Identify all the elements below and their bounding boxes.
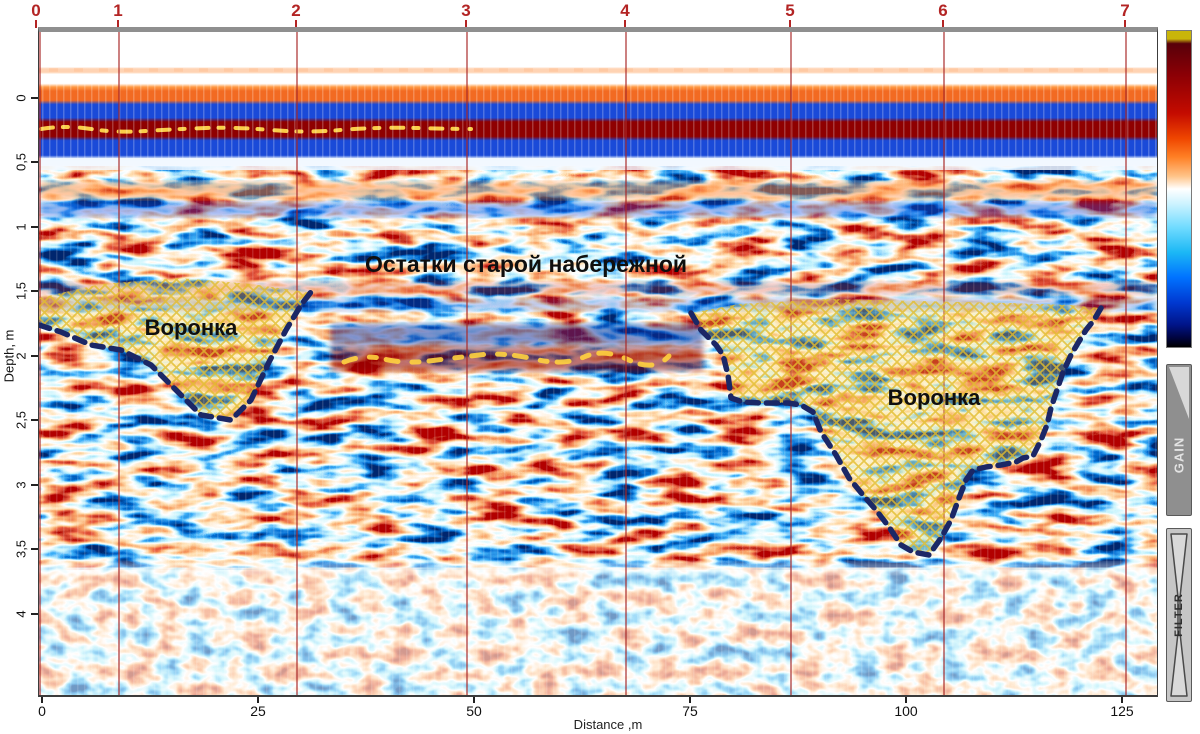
gain-wedge-icon: [1169, 367, 1189, 419]
depth-tick-label: 1,5: [13, 281, 29, 301]
depth-tick-label: 3: [13, 481, 29, 489]
distance-tick-label: 125: [1110, 703, 1134, 719]
top-marker-label: 4: [620, 1, 630, 20]
filter-label: FILTER: [1173, 593, 1185, 637]
filter-hourglass-icon: [1170, 533, 1188, 697]
distance-tick-mark: [689, 697, 691, 703]
distance-tick-label: 0: [38, 703, 46, 719]
distance-tick-label: 75: [682, 703, 698, 719]
top-marker-label: 2: [291, 1, 301, 20]
radargram-canvas: Остатки старой набережной Воронка Воронк…: [39, 32, 1157, 695]
depth-tick-label: 4: [13, 610, 29, 618]
distance-tick-mark: [473, 697, 475, 703]
depth-tick-label: 2: [13, 352, 29, 360]
depth-tick-mark: [31, 419, 38, 421]
top-marker-label: 0: [31, 1, 41, 20]
amplitude-colorbar: [1166, 30, 1192, 348]
top-marker-tick-mark: [789, 20, 791, 28]
distance-tick-mark: [41, 697, 43, 703]
depth-tick-mark: [31, 161, 38, 163]
depth-tick-mark: [31, 97, 38, 99]
distance-tick-label: 100: [894, 703, 918, 719]
depth-tick-mark: [31, 613, 38, 615]
top-marker-tick-mark: [35, 20, 37, 28]
distance-axis-label: Distance ,m: [573, 717, 643, 732]
distance-tick-label: 25: [250, 703, 266, 719]
depth-tick-mark: [31, 290, 38, 292]
distance-tick-mark: [257, 697, 259, 703]
annotation-sinkhole-left: Воронка: [145, 315, 239, 340]
depth-tick-label: 0: [13, 94, 29, 102]
depth-tick-label: 1: [13, 223, 29, 231]
depth-tick-mark: [31, 484, 38, 486]
sinkhole-hatch-left: [39, 278, 311, 420]
gain-control[interactable]: GAIN: [1166, 364, 1192, 516]
depth-tick-mark: [31, 355, 38, 357]
filter-control[interactable]: FILTER: [1166, 528, 1192, 702]
annotation-sinkhole-right: Воронка: [888, 385, 982, 410]
depth-tick-label: 3,5: [13, 539, 29, 559]
top-marker-label: 7: [1120, 1, 1130, 20]
top-marker-label: 6: [938, 1, 948, 20]
sinkhole-outline-left: [39, 289, 314, 423]
distance-tick-label: 50: [466, 703, 482, 719]
distance-tick-mark: [905, 697, 907, 703]
radargram-plot[interactable]: Остатки старой набережной Воронка Воронк…: [38, 27, 1158, 697]
depth-tick-label: 0,5: [13, 152, 29, 172]
top-marker-tick-mark: [942, 20, 944, 28]
depth-tick-label: 2,5: [13, 410, 29, 430]
top-marker-tick-mark: [295, 20, 297, 28]
depth-tick-mark: [31, 226, 38, 228]
gain-label: GAIN: [1171, 436, 1187, 474]
sinkhole-outline-right: [688, 305, 1104, 558]
distance-tick-mark: [1121, 697, 1123, 703]
top-marker-tick-mark: [624, 20, 626, 28]
sinkhole-hatch-right: [691, 299, 1101, 555]
top-marker-tick-mark: [117, 20, 119, 28]
top-marker-label: 3: [461, 1, 471, 20]
top-marker-tick-mark: [465, 20, 467, 28]
top-marker-label: 1: [113, 1, 123, 20]
yellow-reflector-dashes-mid: [341, 350, 672, 368]
top-marker-label: 5: [785, 1, 795, 20]
annotation-embankment: Остатки старой набережной: [365, 251, 687, 277]
depth-tick-mark: [31, 548, 38, 550]
top-marker-tick-mark: [1124, 20, 1126, 28]
